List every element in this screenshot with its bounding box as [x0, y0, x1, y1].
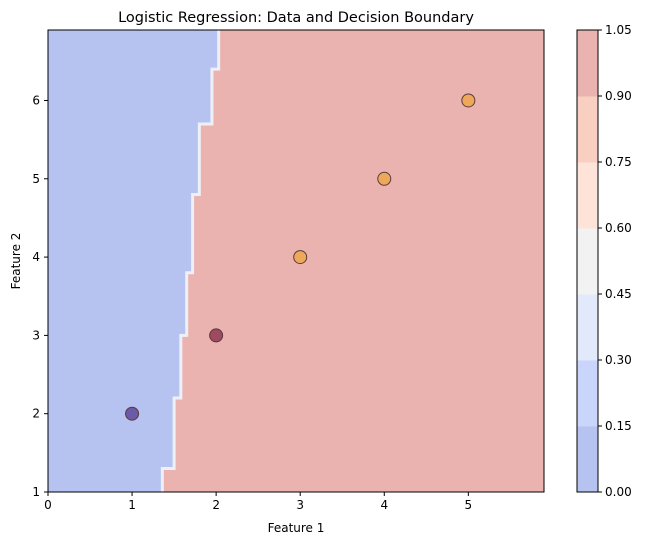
colorbar-tick-label: 0.15	[605, 419, 632, 433]
colorbar-segment	[577, 228, 598, 295]
y-tick-label: 6	[32, 93, 40, 107]
colorbar-tick-label: 1.05	[605, 23, 632, 37]
colorbar-segment	[577, 426, 598, 493]
y-tick-label: 1	[32, 485, 40, 499]
colorbar-tick-label: 0.30	[605, 353, 632, 367]
colorbar-tick-label: 0.00	[605, 485, 632, 499]
colorbar-tick-label: 0.90	[605, 89, 632, 103]
x-axis: 0 1 2 3 4 5	[44, 492, 472, 512]
x-tick-label: 2	[212, 498, 220, 512]
y-axis: 1 2 3 4 5 6	[32, 93, 48, 499]
data-points	[125, 93, 476, 421]
y-tick-label: 2	[32, 407, 40, 421]
data-point-4	[377, 171, 392, 186]
plot-frame	[47, 29, 545, 493]
colorbar-segment	[577, 96, 598, 163]
data-point-3	[293, 250, 308, 265]
colorbar-frame	[576, 29, 599, 493]
colorbar-tick-label: 0.45	[605, 287, 632, 301]
decision-boundary	[160, 30, 221, 492]
y-tick-label: 5	[32, 172, 40, 186]
colorbar-tick-label: 0.60	[605, 221, 632, 235]
x-tick-label: 3	[296, 498, 304, 512]
colorbar-tick-label: 0.75	[605, 155, 632, 169]
colorbar-segment	[577, 294, 598, 361]
colorbar-segment	[577, 162, 598, 229]
data-point-1	[125, 406, 140, 421]
x-axis-label: Feature 1	[268, 521, 325, 535]
x-tick-label: 5	[465, 498, 473, 512]
colorbar-segment	[577, 360, 598, 427]
x-tick-label: 4	[380, 498, 388, 512]
chart-title: Logistic Regression: Data and Decision B…	[118, 10, 474, 26]
data-point-5	[461, 93, 476, 108]
y-tick-label: 4	[32, 250, 40, 264]
plot-area	[47, 29, 545, 493]
colorbar: 0.00 0.15 0.30 0.45 0.60 0.75 0.90 1.05	[576, 23, 632, 499]
region-class-0	[48, 30, 219, 492]
y-axis-label: Feature 2	[9, 233, 23, 290]
y-tick-label: 3	[32, 328, 40, 342]
data-point-2	[209, 328, 224, 343]
x-tick-label: 0	[44, 498, 52, 512]
colorbar-segment	[577, 30, 598, 97]
x-tick-label: 1	[128, 498, 136, 512]
